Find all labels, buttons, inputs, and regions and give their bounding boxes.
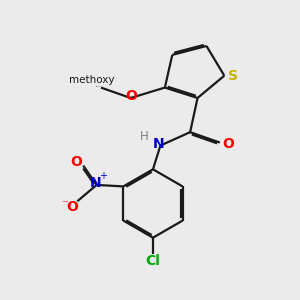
Text: N: N [89,176,101,190]
Text: ⁻: ⁻ [61,198,68,211]
Text: S: S [228,69,238,83]
Text: O: O [66,200,78,214]
Text: H: H [140,130,148,143]
Text: methoxy: methoxy [69,75,115,85]
Text: Cl: Cl [146,254,160,268]
Text: +: + [99,171,107,181]
Text: N: N [153,137,165,151]
Text: O: O [125,88,137,103]
Text: O: O [222,137,234,151]
Text: O: O [70,155,82,169]
Text: methoxy: methoxy [96,85,103,87]
